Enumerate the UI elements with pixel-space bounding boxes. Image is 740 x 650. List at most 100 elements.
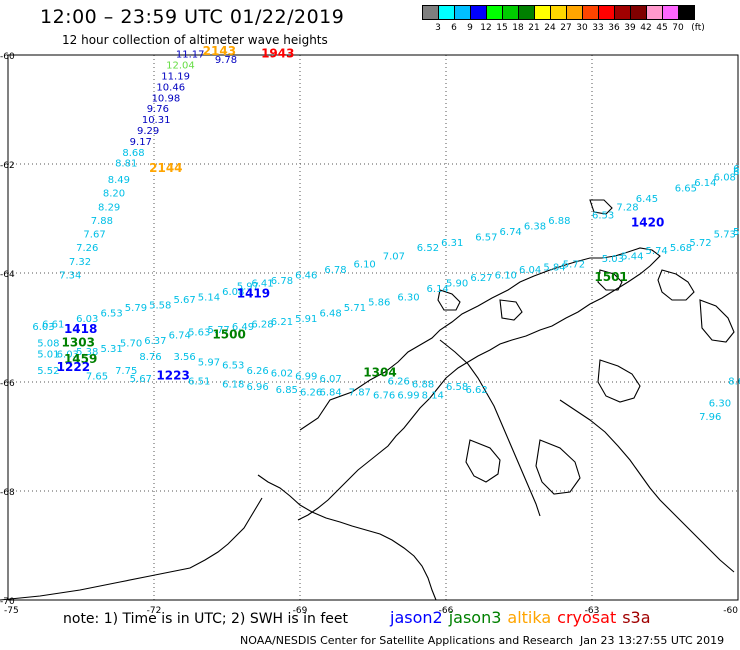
satellite-legend-item: jason2: [390, 608, 443, 627]
pass-label: 2144: [149, 161, 182, 175]
wave-height-value: 5.68: [670, 243, 692, 254]
wave-height-value: 6.74: [169, 330, 191, 341]
wave-height-value: 8.14: [422, 390, 444, 401]
wave-height-value: 8.20: [103, 189, 125, 200]
wave-height-value: 6.61: [42, 320, 64, 331]
wave-height-value: 7.88: [91, 216, 113, 227]
wave-height-value: 7.67: [83, 230, 105, 241]
wave-height-value: 7.75: [115, 366, 137, 377]
lon-tick-label: -60: [723, 606, 738, 616]
color-scale-label: 39: [624, 23, 636, 33]
footnote: note: 1) Time is in UTC; 2) SWH is in fe…: [63, 611, 349, 627]
wave-height-value: 7.26: [76, 243, 98, 254]
wave-height-value: 6.08: [714, 172, 736, 183]
wave-height-value: 12.04: [166, 61, 195, 72]
color-scale-label: 3: [435, 23, 441, 33]
wave-height-value: 9.78: [215, 55, 237, 66]
wave-height-value: 6.28: [251, 320, 273, 331]
coastline-segment: [535, 439, 581, 495]
wave-height-value: 3.56: [173, 352, 195, 363]
pass-label: 1459: [64, 352, 97, 366]
color-scale-label: 9: [467, 23, 473, 33]
color-scale-legend: 3 6 9 12 15 18 21 24 27 30 33 36 39 42 45 70 (ft): [422, 5, 705, 33]
satellite-legend-item: jason3: [448, 608, 502, 627]
pass-label: 1419: [237, 287, 270, 301]
pass-label: 1943: [261, 47, 294, 61]
coastline-segment: [597, 269, 623, 291]
satellite-legend-item: cryosat: [557, 608, 617, 627]
wave-height-value: 5.03: [602, 254, 624, 265]
pass-label: 1500: [212, 327, 245, 341]
color-scale-label: 15: [496, 23, 508, 33]
wave-height-value: 6.3: [733, 164, 740, 175]
wave-height-value: 5.86: [368, 298, 390, 309]
wave-height-value: 5.79: [125, 303, 147, 314]
wave-height-value: 5.72: [563, 260, 585, 271]
wave-height-value: 10.31: [142, 115, 171, 126]
wave-height-value: 8.76: [139, 352, 161, 363]
wave-height-value: 6.53: [100, 309, 122, 320]
coastline-segment: [499, 299, 523, 321]
coastline-segment: [589, 199, 613, 215]
wave-height-value: 6.76: [373, 390, 395, 401]
wave-height-value: 6.14: [427, 284, 449, 295]
wave-height-value: 5.7: [733, 227, 740, 238]
wave-height-value: 11.17: [176, 50, 205, 61]
lat-tick-label: -60: [0, 52, 15, 62]
wave-height-value: 9.76: [147, 104, 169, 115]
color-scale-label: 36: [608, 23, 620, 33]
pass-label: 1222: [57, 360, 90, 374]
wave-height-value: 8.81: [115, 159, 137, 170]
wave-height-value: 8.49: [108, 175, 130, 186]
coastline-segment: [699, 299, 735, 343]
wave-height-value: 6.03: [57, 349, 79, 360]
pass-label: 1223: [156, 368, 189, 382]
wave-height-value: 6.52: [417, 243, 439, 254]
wave-height-value: 5.14: [198, 292, 220, 303]
credit-text: NOAA/NESDIS Center for Satellite Applica…: [240, 634, 574, 647]
wave-height-value: 7.28: [616, 202, 638, 213]
color-scale-label: 45: [656, 23, 668, 33]
wave-height-value: 7.65: [86, 371, 108, 382]
map-frame: [7, 54, 739, 601]
wave-height-value: 5.58: [149, 300, 171, 311]
wave-height-value: 6.30: [397, 292, 419, 303]
pass-label: 1418: [64, 322, 97, 336]
wave-height-value: 6.74: [500, 227, 522, 238]
color-scale-labels: 3 6 9 12 15 18 21 24 27 30 33 36 39 42 45 70 (ft): [422, 20, 705, 33]
wave-height-value: 7.87: [349, 388, 371, 399]
color-scale-label: 6: [451, 23, 457, 33]
coastline-segment: [597, 359, 641, 403]
lon-tick-label: -63: [585, 606, 600, 616]
pass-label: 1501: [594, 270, 627, 284]
coastline: [0, 199, 735, 601]
color-scale-label: 42: [640, 23, 652, 33]
wave-height-value: 5.91: [295, 314, 317, 325]
lon-tick-label: -75: [4, 606, 19, 616]
wave-height-value: 6.18: [222, 379, 244, 390]
wave-height-value: 6.26: [388, 377, 410, 388]
wave-height-value: 5.52: [37, 366, 59, 377]
wave-height-value: 6.26: [246, 366, 268, 377]
lat-tick-label: -70: [0, 597, 15, 607]
wave-height-value: 7.07: [383, 251, 405, 262]
wave-height-value: 6.53: [222, 360, 244, 371]
wave-height-value: 6.30: [709, 399, 731, 410]
wave-height-value: 9.29: [137, 126, 159, 137]
wave-height-value: 5.84: [543, 262, 565, 273]
map-tick-labels: -60 -62 -64 -66 -68 -70-75 -72 -69 -66 -63 -60: [0, 52, 738, 616]
color-scale-label: 70: [672, 23, 684, 33]
wave-height-value: 6.03: [76, 314, 98, 325]
pass-label: 2143: [203, 44, 236, 58]
wave-height-value: 10.46: [156, 82, 185, 93]
color-scale-label: 21: [528, 23, 540, 33]
wave-height-value: 7.34: [59, 270, 81, 281]
wave-height-value: 6.48: [319, 309, 341, 320]
wave-height-value: 6.78: [271, 276, 293, 287]
color-scale-label: 18: [512, 23, 524, 33]
wave-height-value: 5.77: [208, 325, 230, 336]
lon-tick-label: -72: [147, 606, 162, 616]
wave-height-value: 6.84: [319, 388, 341, 399]
track-values: 11.17 9.7812.0411.1910.4610.989.7610.319.…: [32, 50, 740, 423]
wave-height-value: 6.26: [300, 388, 322, 399]
